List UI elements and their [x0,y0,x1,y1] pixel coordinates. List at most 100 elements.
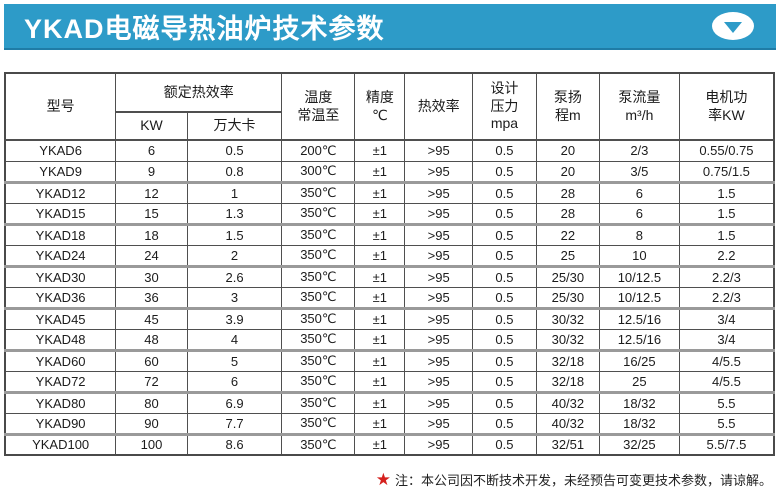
value-cell: 0.5 [472,412,537,436]
value-cell: 18 [115,223,188,246]
header-motor-power: 电机功 率KW [678,72,775,141]
table-row: YKAD72 72 6 350℃ ±1 >95 0.5 32/18 25 4/5.5 [4,370,775,394]
value-cell: 12 [115,181,188,204]
table-row: YKAD9 9 0.8 300℃ ±1 >95 0.5 20 3/5 0.75/1.5 [4,160,775,184]
model-cell: YKAD100 [4,433,117,456]
value-cell: >95 [404,223,474,246]
value-cell: 350℃ [281,265,356,288]
value-cell: ±1 [354,202,406,226]
value-cell: 350℃ [281,412,356,436]
value-cell: 0.5 [472,307,537,330]
header-rated-efficiency: 额定热效率 [115,72,283,113]
value-cell: 0.5 [472,370,537,394]
model-cell: YKAD48 [4,328,117,352]
value-cell: 30/32 [535,307,600,330]
value-cell: 1.5 [678,223,775,246]
value-cell: 0.55/0.75 [678,139,775,162]
value-cell: 28 [535,202,600,226]
value-cell: 20 [535,139,600,162]
value-cell: 10 [598,244,680,268]
value-cell: 6 [186,370,283,394]
value-cell: 3.9 [186,307,283,330]
table-row: YKAD30 30 2.6 350℃ ±1 >95 0.5 25/30 10/12.5 2.2/3 [4,265,775,288]
value-cell: >95 [404,139,474,162]
value-cell: 0.5 [472,244,537,268]
value-cell: 5 [186,349,283,372]
value-cell: 3/4 [678,307,775,330]
value-cell: 25 [535,244,600,268]
value-cell: 350℃ [281,202,356,226]
value-cell: 350℃ [281,433,356,456]
value-cell: 1.3 [186,202,283,226]
title-bar: YKAD电磁导热油炉技术参数 [4,4,776,50]
value-cell: 0.5 [472,328,537,352]
value-cell: 10/12.5 [598,265,680,288]
value-cell: 350℃ [281,391,356,414]
star-icon: ★ [375,470,391,489]
value-cell: 200℃ [281,139,356,162]
table-row: YKAD12 12 1 350℃ ±1 >95 0.5 28 6 1.5 [4,181,775,204]
value-cell: 18/32 [598,391,680,414]
chevron-down-icon[interactable] [712,12,754,40]
value-cell: ±1 [354,244,406,268]
value-cell: 5.5/7.5 [678,433,775,456]
table-row: YKAD18 18 1.5 350℃ ±1 >95 0.5 22 8 1.5 [4,223,775,246]
value-cell: 0.5 [472,391,537,414]
value-cell: 350℃ [281,370,356,394]
value-cell: 350℃ [281,223,356,246]
value-cell: 0.5 [472,202,537,226]
value-cell: 80 [115,391,188,414]
value-cell: 6.9 [186,391,283,414]
table-row: YKAD24 24 2 350℃ ±1 >95 0.5 25 10 2.2 [4,244,775,268]
value-cell: 3/5 [598,160,680,184]
value-cell: 16/25 [598,349,680,372]
header-pump-head: 泵扬 程m [535,72,600,141]
table-row: YKAD80 80 6.9 350℃ ±1 >95 0.5 40/32 18/32 5.5 [4,391,775,414]
value-cell: >95 [404,391,474,414]
value-cell: 32/18 [535,370,600,394]
value-cell: 350℃ [281,244,356,268]
value-cell: 24 [115,244,188,268]
value-cell: 1.5 [186,223,283,246]
value-cell: ±1 [354,307,406,330]
value-cell: ±1 [354,223,406,246]
value-cell: 0.8 [186,160,283,184]
table-row: YKAD6 6 0.5 200℃ ±1 >95 0.5 20 2/3 0.55/0.75 [4,139,775,162]
value-cell: 0.5 [472,349,537,372]
model-cell: YKAD30 [4,265,117,288]
value-cell: 0.75/1.5 [678,160,775,184]
model-cell: YKAD36 [4,286,117,310]
table-row: YKAD100 100 8.6 350℃ ±1 >95 0.5 32/51 32/25 5.5/7… [4,433,775,456]
page-title: YKAD电磁导热油炉技术参数 [24,13,385,44]
footnote: ★ 注：本公司因不断技术开发，未经预告可变更技术参数，请谅解。 [376,470,772,489]
header-design-pressure: 设计 压力 mpa [472,72,537,141]
value-cell: ±1 [354,349,406,372]
value-cell: ±1 [354,181,406,204]
value-cell: ±1 [354,160,406,184]
value-cell: ±1 [354,370,406,394]
header-kw: KW [115,111,188,141]
value-cell: >95 [404,244,474,268]
value-cell: 45 [115,307,188,330]
footnote-text: 注：本公司因不断技术开发，未经预告可变更技术参数，请谅解。 [394,473,772,488]
model-cell: YKAD15 [4,202,117,226]
value-cell: 10/12.5 [598,286,680,310]
value-cell: 25/30 [535,286,600,310]
model-cell: YKAD45 [4,307,117,330]
value-cell: >95 [404,286,474,310]
table-row: YKAD90 90 7.7 350℃ ±1 >95 0.5 40/32 18/32 5.5 [4,412,775,436]
model-cell: YKAD90 [4,412,117,436]
value-cell: >95 [404,181,474,204]
value-cell: 90 [115,412,188,436]
value-cell: 32/25 [598,433,680,456]
value-cell: 12.5/16 [598,307,680,330]
value-cell: 5.5 [678,412,775,436]
table-row: YKAD45 45 3.9 350℃ ±1 >95 0.5 30/32 12.5/16 3/4 [4,307,775,330]
value-cell: 9 [115,160,188,184]
model-cell: YKAD12 [4,181,117,204]
model-cell: YKAD18 [4,223,117,246]
value-cell: 350℃ [281,328,356,352]
value-cell: 25 [598,370,680,394]
value-cell: >95 [404,307,474,330]
value-cell: 60 [115,349,188,372]
